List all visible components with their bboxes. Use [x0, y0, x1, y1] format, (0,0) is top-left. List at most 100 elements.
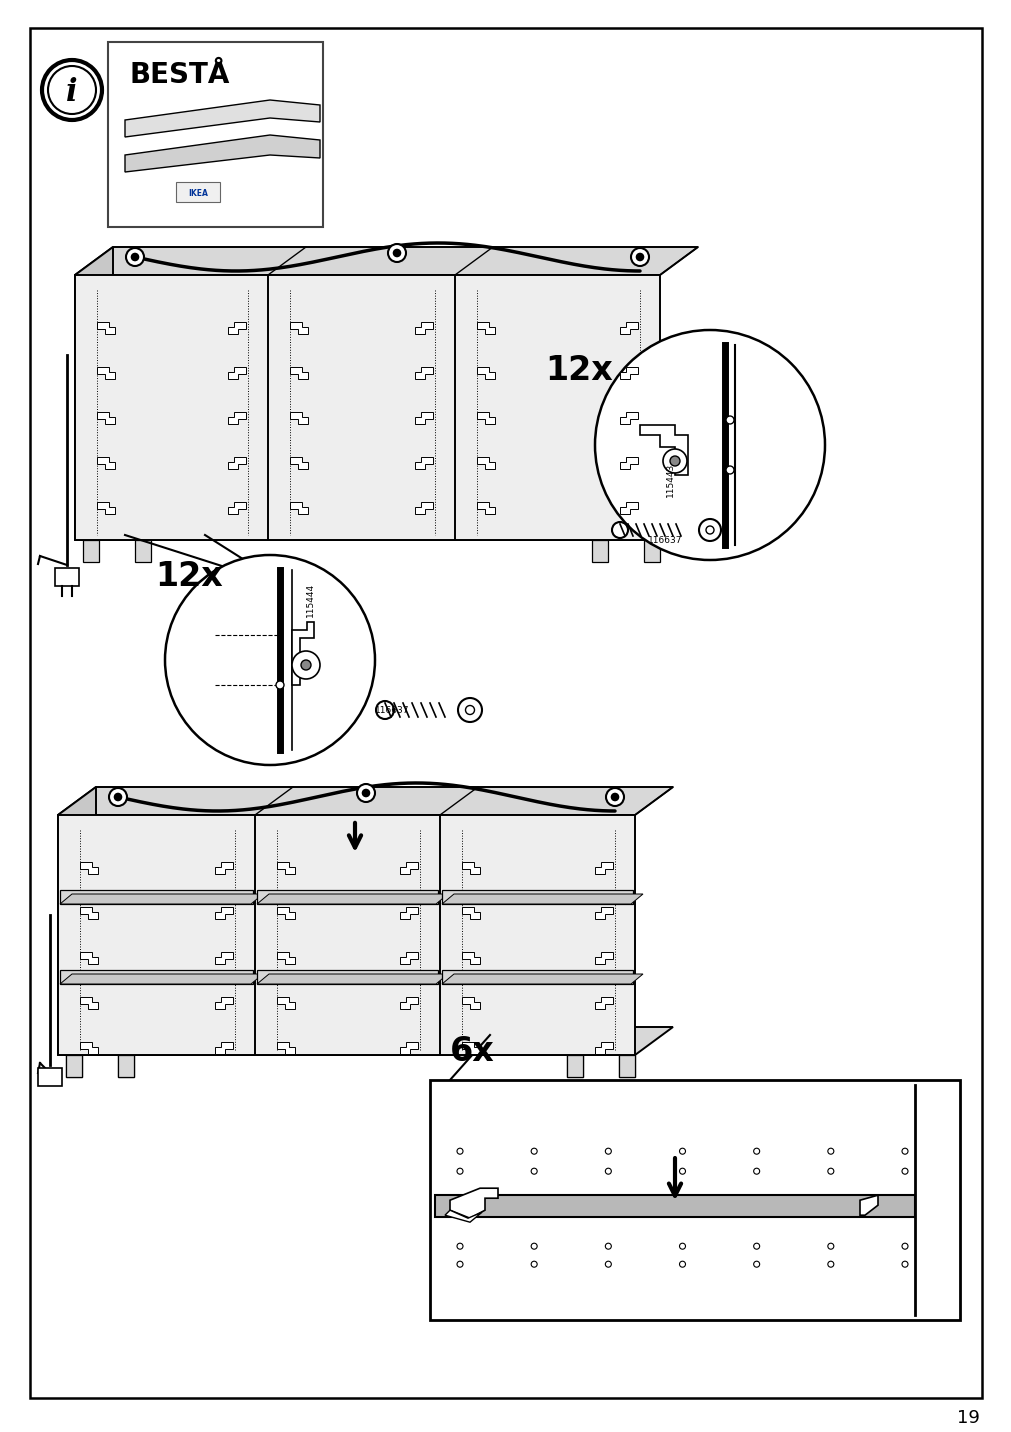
Polygon shape [476, 322, 494, 334]
Polygon shape [462, 997, 479, 1010]
Circle shape [531, 1243, 537, 1249]
Polygon shape [415, 412, 433, 424]
Polygon shape [277, 1042, 295, 1054]
Bar [257, 969, 438, 984]
Polygon shape [594, 906, 613, 919]
Circle shape [827, 1262, 833, 1267]
Text: 12x: 12x [545, 354, 612, 387]
Bar [58, 815, 634, 1055]
Polygon shape [97, 503, 115, 514]
Bar [75, 275, 659, 540]
Circle shape [636, 253, 643, 261]
Polygon shape [399, 952, 418, 964]
Bar [442, 891, 632, 904]
Circle shape [457, 1169, 463, 1174]
Polygon shape [80, 862, 98, 874]
Polygon shape [462, 906, 479, 919]
Polygon shape [277, 952, 295, 964]
Polygon shape [476, 457, 494, 470]
Polygon shape [97, 457, 115, 470]
Bar [435, 1196, 914, 1217]
Polygon shape [415, 367, 433, 379]
Polygon shape [58, 1027, 672, 1055]
Polygon shape [80, 997, 98, 1010]
Polygon shape [442, 894, 642, 904]
Polygon shape [450, 1189, 497, 1219]
Polygon shape [60, 974, 263, 984]
Polygon shape [594, 862, 613, 874]
Polygon shape [594, 1042, 613, 1054]
Text: IKEA: IKEA [188, 189, 207, 198]
Circle shape [605, 1262, 611, 1267]
Polygon shape [442, 974, 642, 984]
Bar [108, 42, 323, 228]
Bar [619, 1055, 634, 1077]
Circle shape [376, 702, 393, 719]
Bar [60, 891, 253, 904]
Polygon shape [214, 952, 233, 964]
Polygon shape [58, 788, 672, 815]
Bar [38, 1068, 62, 1085]
Circle shape [605, 1169, 611, 1174]
Circle shape [465, 706, 474, 715]
Polygon shape [399, 1042, 418, 1054]
Circle shape [612, 523, 628, 538]
Circle shape [300, 660, 310, 670]
Circle shape [678, 1262, 684, 1267]
Polygon shape [277, 906, 295, 919]
Circle shape [126, 248, 144, 266]
Circle shape [662, 450, 686, 473]
Polygon shape [859, 1196, 878, 1216]
Circle shape [114, 793, 121, 800]
Polygon shape [75, 246, 698, 275]
Polygon shape [639, 425, 687, 475]
Bar [83, 540, 99, 561]
Polygon shape [214, 997, 233, 1010]
Polygon shape [476, 367, 494, 379]
Circle shape [276, 682, 284, 689]
Circle shape [531, 1169, 537, 1174]
Circle shape [901, 1169, 907, 1174]
Circle shape [393, 249, 400, 256]
Circle shape [605, 1148, 611, 1154]
Circle shape [457, 1243, 463, 1249]
Text: BESTÅ: BESTÅ [129, 62, 231, 89]
Polygon shape [594, 952, 613, 964]
Polygon shape [227, 457, 246, 470]
Polygon shape [399, 906, 418, 919]
Polygon shape [97, 367, 115, 379]
Circle shape [699, 518, 720, 541]
Circle shape [531, 1148, 537, 1154]
Circle shape [42, 60, 102, 120]
Polygon shape [214, 1042, 233, 1054]
Bar [566, 1055, 582, 1077]
Circle shape [594, 329, 824, 560]
Polygon shape [415, 503, 433, 514]
Circle shape [678, 1148, 684, 1154]
Circle shape [753, 1262, 759, 1267]
Polygon shape [292, 621, 313, 684]
Polygon shape [399, 997, 418, 1010]
Circle shape [611, 793, 618, 800]
Polygon shape [97, 412, 115, 424]
Polygon shape [290, 412, 307, 424]
Bar [619, 1055, 634, 1077]
Polygon shape [80, 1042, 98, 1054]
Polygon shape [214, 862, 233, 874]
Bar [55, 569, 79, 586]
Polygon shape [476, 503, 494, 514]
Circle shape [669, 455, 679, 465]
Polygon shape [227, 322, 246, 334]
Polygon shape [462, 862, 479, 874]
Circle shape [362, 789, 369, 796]
Polygon shape [476, 412, 494, 424]
Circle shape [457, 1148, 463, 1154]
Circle shape [357, 783, 375, 802]
Polygon shape [60, 894, 263, 904]
Circle shape [753, 1169, 759, 1174]
Text: i: i [66, 76, 78, 107]
Bar [566, 1055, 582, 1077]
Polygon shape [257, 974, 448, 984]
Circle shape [827, 1243, 833, 1249]
Bar [118, 1055, 133, 1077]
